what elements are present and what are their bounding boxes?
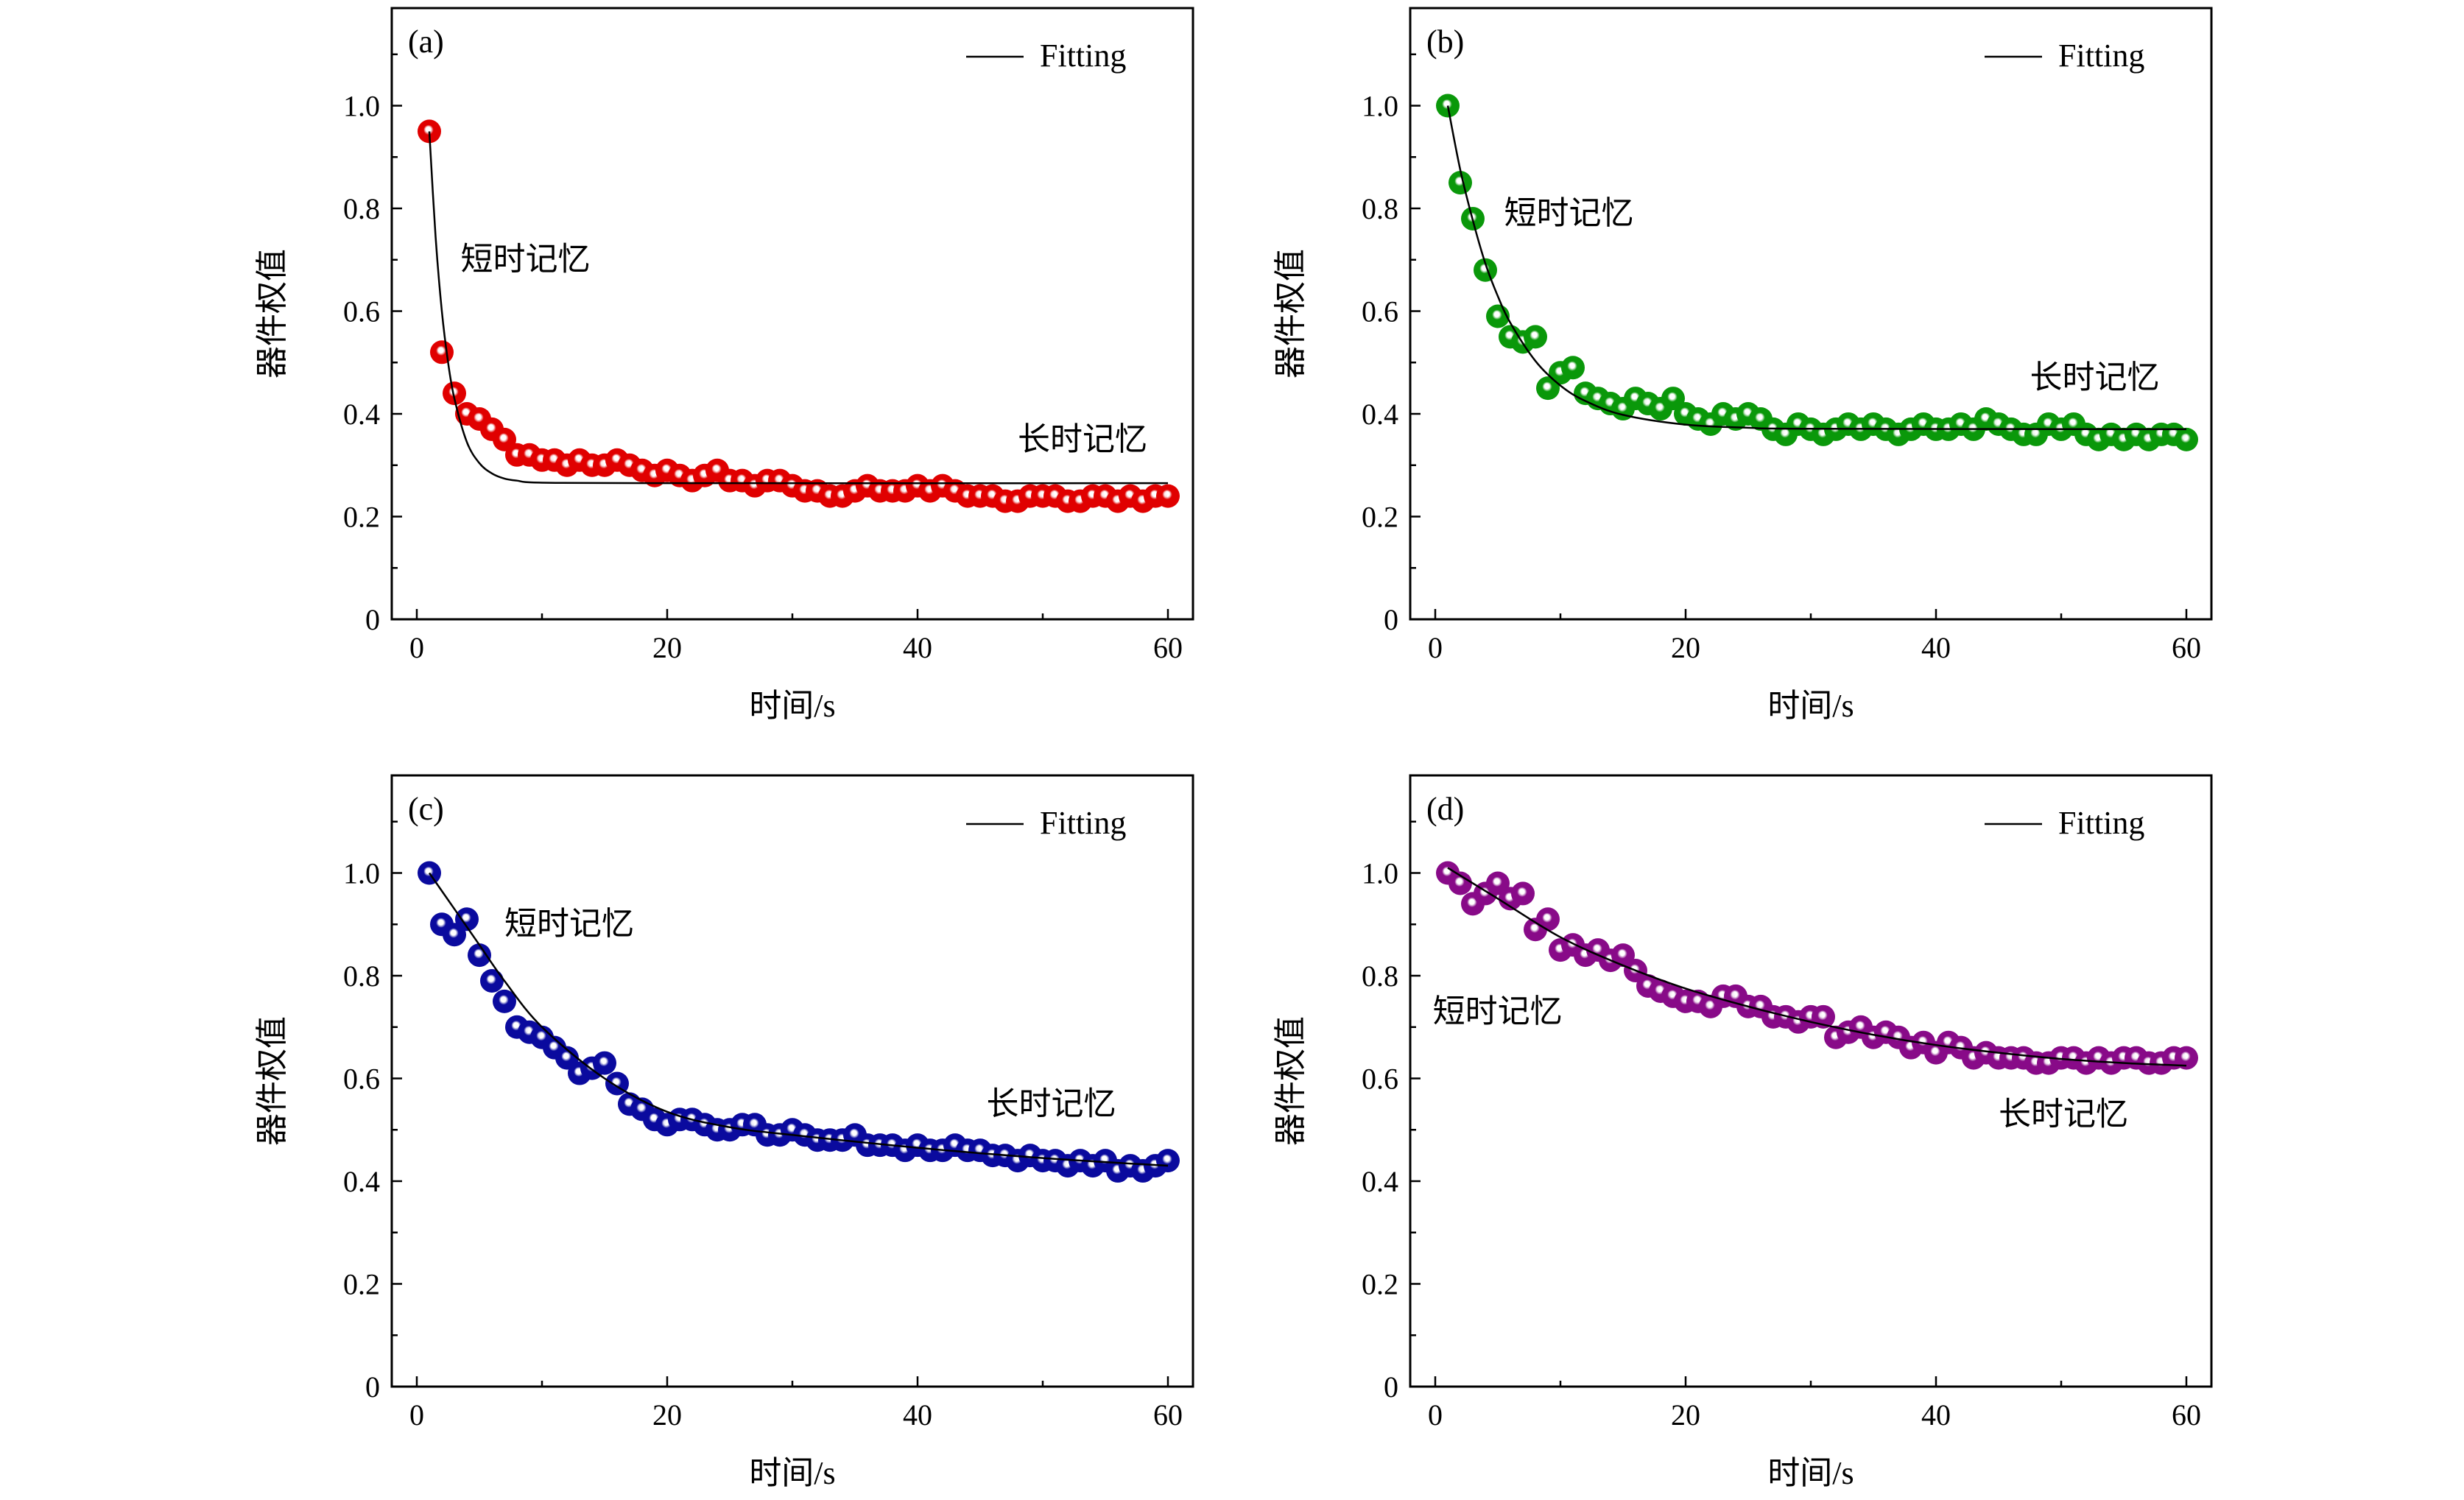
x-tick-label: 40 xyxy=(903,1398,932,1432)
x-tick-label: 0 xyxy=(1428,631,1443,664)
data-point xyxy=(493,989,516,1013)
data-point xyxy=(1524,325,1547,349)
data-point xyxy=(1474,258,1497,282)
annotation-short-term: 短时记忆 xyxy=(1504,195,1634,231)
data-point xyxy=(1156,1149,1180,1173)
y-tick-label: 0.6 xyxy=(1362,295,1398,328)
y-tick-label: 0.4 xyxy=(343,398,380,431)
annotation-long-term: 长时记忆 xyxy=(1999,1096,2128,1132)
data-point xyxy=(2175,1046,2198,1070)
annotation-long-term: 长时记忆 xyxy=(1018,421,1147,457)
x-tick-label: 60 xyxy=(2172,1398,2201,1432)
x-tick-label: 40 xyxy=(1921,631,1951,664)
x-tick-label: 60 xyxy=(1153,1398,1183,1432)
fitting-curve xyxy=(428,131,1169,485)
data-point xyxy=(1449,171,1472,195)
plot-frame xyxy=(390,774,1194,1388)
y-tick-label: 0.2 xyxy=(1362,1268,1398,1301)
y-tick-label: 1.0 xyxy=(1362,857,1398,890)
x-tick-label: 60 xyxy=(1153,631,1183,664)
panel-label: (d) xyxy=(1426,791,1464,827)
data-point xyxy=(1561,356,1585,380)
y-tick-label: 0.8 xyxy=(343,959,380,993)
y-axis-label: 器件权值 xyxy=(1273,249,1309,378)
y-tick-label: 0.4 xyxy=(1362,1165,1398,1198)
data-point xyxy=(1511,881,1535,906)
fitting-curve xyxy=(1447,867,2187,1067)
annotation-long-term: 长时记忆 xyxy=(987,1085,1116,1122)
plot-frame xyxy=(390,7,1194,621)
y-tick-label: 0.8 xyxy=(343,192,380,225)
x-axis-label: 时间/s xyxy=(749,1455,835,1491)
panel-d: 0 0.2 0.4 0.6 0.8 1.0 0 20 40 60 时间/s 器件权值 (d) Fittin… xyxy=(1273,774,2213,1491)
panel-b: 0 0.2 0.4 0.6 0.8 1.0 0 20 40 60 时间/s 器件权值 (b) Fittin… xyxy=(1273,7,2213,724)
x-tick-label: 0 xyxy=(409,1398,424,1432)
y-tick-label: 1.0 xyxy=(343,857,380,890)
data-point xyxy=(2175,427,2198,451)
legend-label: Fitting xyxy=(1040,38,1126,74)
data-point xyxy=(480,968,504,993)
y-tick-label: 0 xyxy=(365,603,380,636)
x-tick-label: 20 xyxy=(1671,1398,1700,1432)
annotation-short-term: 短时记忆 xyxy=(1433,993,1563,1029)
x-tick-label: 20 xyxy=(1671,631,1700,664)
annotation-short-term: 短时记忆 xyxy=(461,242,591,278)
x-tick-label: 20 xyxy=(652,1398,682,1432)
y-tick-label: 0.2 xyxy=(1362,501,1398,534)
panel-c: 0 0.2 0.4 0.6 0.8 1.0 0 20 40 60 时间/s 器件权值 (c) Fittin… xyxy=(254,774,1194,1491)
y-tick-label: 0.8 xyxy=(1362,192,1398,225)
data-point xyxy=(443,381,466,406)
x-axis-label: 时间/s xyxy=(1767,688,1854,724)
legend-label: Fitting xyxy=(2058,38,2144,74)
data-point xyxy=(1449,871,1472,895)
panel-label: (b) xyxy=(1426,24,1464,60)
legend-label: Fitting xyxy=(1040,805,1126,841)
x-tick-label: 40 xyxy=(903,631,932,664)
x-axis-label: 时间/s xyxy=(1767,1455,1854,1491)
y-tick-label: 0.8 xyxy=(1362,959,1398,993)
data-point xyxy=(430,340,454,365)
annotation-short-term: 短时记忆 xyxy=(504,906,634,942)
panel-label: (a) xyxy=(408,24,444,60)
y-tick-label: 0.4 xyxy=(1362,398,1398,431)
annotation-long-term: 长时记忆 xyxy=(2030,359,2160,395)
y-tick-label: 0.6 xyxy=(1362,1063,1398,1096)
y-axis-label: 器件权值 xyxy=(254,249,290,378)
y-tick-label: 0.2 xyxy=(343,1268,380,1301)
y-tick-label: 0.6 xyxy=(343,295,380,328)
plot-frame xyxy=(1409,7,2213,621)
x-tick-label: 0 xyxy=(409,631,424,664)
panel-a: 0 0.2 0.4 0.6 0.8 1.0 0 20 40 60 时间/s 器件权值 (a) Fittin… xyxy=(254,7,1194,724)
y-axis-label: 器件权值 xyxy=(254,1016,290,1146)
y-tick-label: 1.0 xyxy=(1362,90,1398,123)
x-tick-label: 20 xyxy=(652,631,682,664)
x-tick-label: 60 xyxy=(2172,631,2201,664)
panel-label: (c) xyxy=(408,791,444,827)
x-tick-label: 40 xyxy=(1921,1398,1951,1432)
data-point xyxy=(468,943,491,968)
data-point xyxy=(1156,484,1180,508)
fitting-curve xyxy=(1446,105,2187,431)
y-tick-label: 0 xyxy=(1384,603,1398,636)
data-point xyxy=(593,1051,616,1075)
x-tick-label: 0 xyxy=(1428,1398,1443,1432)
data-point xyxy=(1536,907,1560,932)
legend-label: Fitting xyxy=(2058,805,2144,841)
y-tick-label: 0 xyxy=(1384,1370,1398,1404)
data-point xyxy=(455,907,479,932)
y-tick-label: 0.4 xyxy=(343,1165,380,1198)
x-axis-label: 时间/s xyxy=(749,688,835,724)
plot-frame xyxy=(1409,774,2213,1388)
y-tick-label: 0 xyxy=(365,1370,380,1404)
y-tick-label: 0.6 xyxy=(343,1063,380,1096)
y-tick-label: 1.0 xyxy=(343,90,380,123)
y-tick-label: 0.2 xyxy=(343,501,380,534)
y-axis-label: 器件权值 xyxy=(1273,1016,1309,1146)
fitting-curve xyxy=(428,872,1169,1167)
